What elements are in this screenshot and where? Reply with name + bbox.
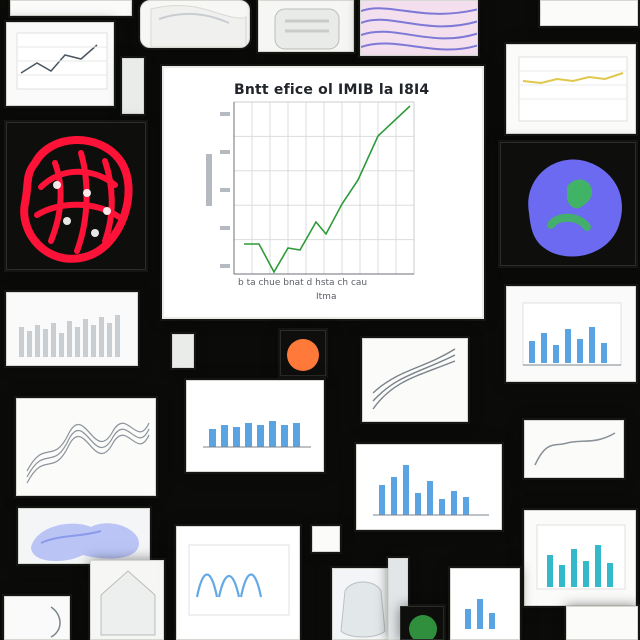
jar-icon xyxy=(259,1,353,51)
center-bars-tile xyxy=(186,380,324,472)
left-blue-blob xyxy=(18,508,150,564)
red-network-icon xyxy=(7,123,145,269)
center-blue-bars-icon xyxy=(187,381,323,471)
top-center-jar xyxy=(258,0,354,52)
center-right-bars-icon xyxy=(357,445,501,529)
top-right-strip xyxy=(540,0,638,26)
center-bottom-chart xyxy=(176,526,300,640)
main-chart-caption: b ta chue bnat d hsta ch cau Itma xyxy=(238,278,367,302)
top-contour-map xyxy=(360,0,478,56)
glass-object-icon xyxy=(333,569,391,639)
left-bar-strip xyxy=(6,292,138,366)
right-small-chart xyxy=(524,420,624,478)
top-left-strip xyxy=(10,0,132,16)
abstract-shape-icon xyxy=(141,1,249,47)
line-chart-thumbnail-icon xyxy=(7,23,113,105)
main-chart-title: Bntt efice ol IMIB la I8I4 xyxy=(234,82,430,98)
protein-blob-icon xyxy=(501,143,635,265)
left-chart-1 xyxy=(6,22,114,106)
teal-bars-icon xyxy=(525,511,635,605)
red-network-thumb xyxy=(6,122,146,270)
left-wave-lines xyxy=(16,398,156,496)
center-bottom-green-dot xyxy=(400,606,444,640)
blue-protein-thumb xyxy=(500,142,636,266)
main-line-chart: Bntt efice ol IMIB la I8I4 b ta chue bna… xyxy=(162,66,484,319)
grid-lines xyxy=(234,102,414,274)
right-bars-1 xyxy=(506,286,636,382)
bottom-left-house xyxy=(90,560,164,640)
blue-blob-icon xyxy=(19,509,149,563)
mini-bars-icon xyxy=(451,569,519,639)
curves-icon xyxy=(363,339,467,421)
center-right-curves xyxy=(362,338,468,422)
center-bottom-glass xyxy=(332,568,392,640)
center-bottom-right-chart xyxy=(450,568,520,640)
green-circle-icon xyxy=(401,607,443,639)
center-bottom-small xyxy=(312,526,340,552)
right-teal-chart xyxy=(524,510,636,606)
center-small-card xyxy=(172,334,194,368)
waveform-icon xyxy=(17,399,155,495)
curve-icon xyxy=(5,597,69,639)
bars-icon xyxy=(7,293,137,365)
blue-bars-icon xyxy=(507,287,635,381)
orange-circle-icon xyxy=(281,331,325,375)
main-chart-plot xyxy=(164,68,482,317)
left-small-card xyxy=(122,58,144,114)
house-icon xyxy=(91,561,163,639)
center-bars-2 xyxy=(356,444,502,530)
bottom-right-strip xyxy=(566,606,638,640)
orange-dot-thumb xyxy=(280,330,326,376)
y-axis-label-smudges xyxy=(206,112,230,268)
bottom-left-tile xyxy=(4,596,70,640)
caption-line-1: b ta chue bnat d hsta ch cau xyxy=(238,278,368,288)
yellow-line-chart-icon xyxy=(507,45,635,133)
data-line xyxy=(244,105,411,274)
small-line-chart-icon xyxy=(525,421,623,477)
top-bubble-thumb xyxy=(140,0,250,48)
contour-lines-icon xyxy=(361,1,477,55)
right-chart-1 xyxy=(506,44,636,134)
caption-line-2: Itma xyxy=(316,292,337,302)
center-bottom-line-icon xyxy=(177,527,299,639)
